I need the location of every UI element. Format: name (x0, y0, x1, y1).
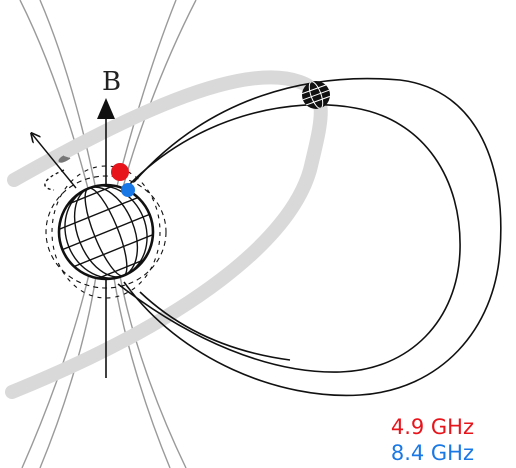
legend-item-8-4ghz: 8.4 GHz (391, 441, 474, 465)
orbit-band (5, 70, 328, 399)
marker-4-9ghz (111, 163, 129, 181)
axis-label-B: B (102, 67, 121, 97)
planet-globe-icon (57, 183, 155, 281)
field-line (119, 275, 187, 468)
flux-loop-outer (123, 77, 502, 397)
legend-item-4-9ghz: 4.9 GHz (391, 415, 474, 439)
flux-loop-lower (139, 291, 291, 361)
field-line (113, 277, 171, 468)
field-line (39, 275, 97, 468)
legend: 4.9 GHz 8.4 GHz (391, 415, 474, 465)
flux-tube-loops (117, 77, 502, 397)
flux-loop-inner (117, 103, 461, 373)
magnetic-axis-arrow-icon (97, 98, 115, 119)
moon-globe-icon (302, 81, 330, 109)
field-line (39, 0, 97, 191)
rotation-arrow-icon (32, 134, 77, 191)
marker-8-4ghz (121, 183, 135, 197)
field-line (19, 0, 91, 197)
field-line (115, 0, 177, 191)
